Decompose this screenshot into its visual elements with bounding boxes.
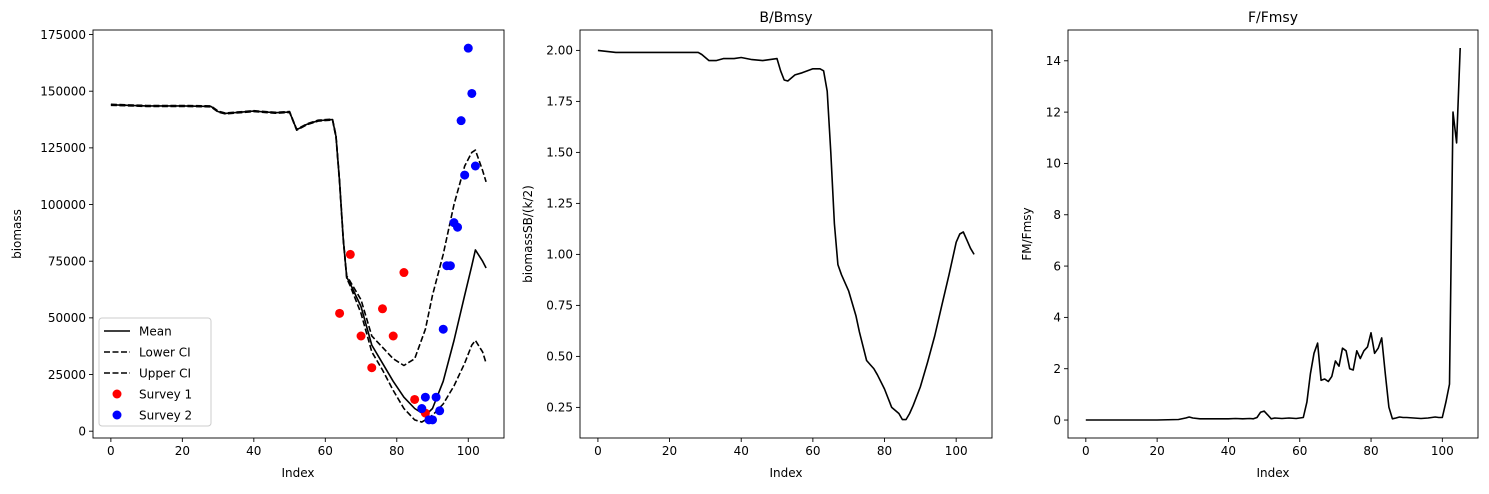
biomass-panel-xlabel: Index	[281, 466, 314, 480]
bbmsy-axes-frame	[579, 29, 993, 439]
biomass-survey-2-point	[470, 161, 480, 171]
biomass-x-tick-label: 60	[318, 444, 333, 458]
ffmsy-x-tick-label: 40	[1221, 444, 1236, 458]
biomass-y-tick-label: 50000	[48, 311, 86, 325]
bbmsy-y-tick-label: 1.25	[546, 197, 573, 211]
biomass-survey-2-point	[438, 324, 448, 334]
biomass-y-tick-label: 125000	[40, 141, 86, 155]
biomass-survey-1-point	[377, 304, 387, 314]
biomass-survey-1-point	[335, 308, 345, 318]
legend-survey-1-swatch	[112, 389, 122, 399]
legend-lower-ci-label: Lower CI	[139, 346, 191, 360]
biomass-x-tick-label: 0	[107, 444, 115, 458]
bbmsy-x-tick-label: 0	[594, 444, 602, 458]
biomass-survey-2-point	[431, 392, 441, 402]
legend-mean-label: Mean	[139, 325, 172, 339]
biomass-survey-2-point	[435, 406, 445, 416]
biomass-survey-1-point	[367, 363, 377, 373]
biomass-survey-2-point	[467, 88, 477, 98]
biomass-x-tick-label: 100	[457, 444, 480, 458]
ffmsy-x-tick-label: 0	[1082, 444, 1090, 458]
biomass-y-tick-label: 25000	[48, 368, 86, 382]
biomass-y-tick-label: 100000	[40, 198, 86, 212]
ffmsy-x-tick-label: 100	[1431, 444, 1454, 458]
bbmsy-y-tick-label: 0.50	[546, 350, 573, 364]
legend-survey-1-label: Survey 1	[139, 388, 192, 402]
bbmsy-y-tick-label: 1.50	[546, 146, 573, 160]
legend-box	[98, 317, 212, 427]
bbmsy-series-b-bmsy	[597, 49, 975, 421]
biomass-survey-1-point	[356, 331, 366, 341]
biomass-survey-2-point	[428, 415, 438, 425]
legend-upper-ci-label: Upper CI	[139, 367, 191, 381]
ffmsy-axes-frame	[1067, 29, 1479, 439]
biomass-axes-frame	[92, 29, 505, 439]
ffmsy-x-tick-label: 80	[1363, 444, 1378, 458]
bbmsy-y-tick-label: 1.75	[546, 95, 573, 109]
biomass-survey-2-point	[417, 404, 427, 414]
bbmsy-x-tick-label: 20	[662, 444, 677, 458]
ffmsy-panel-ylabel: FM/Fmsy	[1020, 207, 1034, 260]
biomass-x-tick-label: 40	[246, 444, 261, 458]
biomass-panel-ylabel: biomass	[10, 209, 24, 259]
biomass-survey-1-point	[399, 268, 409, 278]
biomass-survey-2-point	[463, 43, 473, 53]
ffmsy-y-tick-label: 8	[1053, 208, 1061, 222]
ffmsy-x-tick-label: 20	[1149, 444, 1164, 458]
biomass-y-tick-label: 0	[78, 425, 86, 439]
bbmsy-panel-xlabel: Index	[769, 466, 802, 480]
ffmsy-y-tick-label: 6	[1053, 259, 1061, 273]
ffmsy-panel-title: F/Fmsy	[1248, 10, 1298, 26]
biomass-x-tick-label: 20	[175, 444, 190, 458]
bbmsy-x-tick-label: 40	[734, 444, 749, 458]
ffmsy-panel-xlabel: Index	[1256, 466, 1289, 480]
ffmsy-y-tick-label: 4	[1053, 311, 1061, 325]
biomass-y-tick-label: 150000	[40, 85, 86, 99]
legend-survey-2-swatch	[112, 410, 122, 420]
biomass-legend: Mean Lower CI Upper CI Survey 1 Survey 2	[98, 317, 212, 427]
biomass-series-lower-ci	[110, 104, 487, 423]
bbmsy-panel-ylabel: biomassSB/(k/2)	[521, 185, 535, 283]
biomass-x-tick-label: 80	[389, 444, 404, 458]
bbmsy-y-tick-label: 2.00	[546, 44, 573, 58]
biomass-y-tick-label: 175000	[40, 28, 86, 42]
ffmsy-series-f-fmsy	[1085, 47, 1461, 421]
ffmsy-y-tick-label: 0	[1053, 413, 1061, 427]
ffmsy-panel: F/Fmsy Index FM/Fmsy 0 20 40 60 80 100 0 2 4 6 8 10…	[1020, 10, 1479, 480]
ffmsy-y-tick-label: 10	[1046, 157, 1061, 171]
biomass-survey-2-point	[420, 392, 430, 402]
biomass-survey-2-point	[456, 116, 466, 126]
ffmsy-y-tick-label: 12	[1046, 105, 1061, 119]
biomass-survey-2-point	[453, 222, 463, 232]
bbmsy-panel: B/Bmsy Index biomassSB/(k/2) 0 20 40 60 80 10…	[521, 10, 993, 480]
bbmsy-x-tick-label: 100	[945, 444, 968, 458]
bbmsy-x-tick-label: 60	[805, 444, 820, 458]
bbmsy-y-tick-label: 0.75	[546, 299, 573, 313]
biomass-panel: Index biomass 0 20 40 60 80 100 0 25000 50000 750…	[10, 28, 505, 480]
biomass-survey-1-point	[410, 394, 420, 404]
bbmsy-y-tick-label: 1.00	[546, 248, 573, 262]
bbmsy-panel-title: B/Bmsy	[759, 10, 812, 26]
biomass-survey-2-point	[445, 261, 455, 271]
bbmsy-y-tick-label: 0.25	[546, 401, 573, 415]
legend-survey-2-label: Survey 2	[139, 409, 192, 423]
biomass-y-tick-label: 75000	[48, 255, 86, 269]
ffmsy-y-tick-label: 2	[1053, 362, 1061, 376]
biomass-survey-1-point	[345, 249, 355, 259]
bbmsy-x-tick-label: 80	[877, 444, 892, 458]
biomass-survey-2-point	[460, 170, 470, 180]
ffmsy-y-tick-label: 14	[1046, 54, 1061, 68]
ffmsy-x-tick-label: 60	[1292, 444, 1307, 458]
biomass-survey-1-point	[388, 331, 398, 341]
